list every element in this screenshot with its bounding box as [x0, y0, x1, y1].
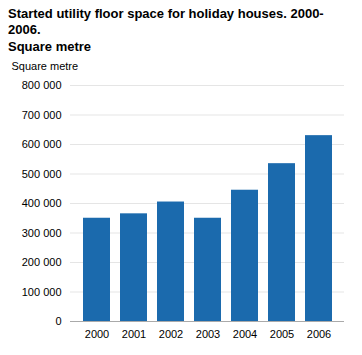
svg-text:2002: 2002	[159, 328, 183, 340]
html-text:Started utility floor space fo: Started utility floor space for holiday …	[8, 6, 324, 54]
svg-text:2006: 2006	[307, 328, 331, 340]
svg-text:2004: 2004	[233, 328, 257, 340]
svg-text:2003: 2003	[196, 328, 220, 340]
svg-text:200 000: 200 000	[22, 256, 62, 268]
svg-text:0: 0	[55, 315, 61, 327]
svg-text:800 000: 800 000	[22, 79, 62, 91]
svg-text:700 000: 700 000	[22, 108, 62, 120]
svg-text:Square metre: Square metre	[12, 60, 79, 72]
svg-text:600 000: 600 000	[22, 138, 62, 150]
svg-text:300 000: 300 000	[22, 226, 62, 238]
svg-text:2000: 2000	[85, 328, 109, 340]
svg-text:500 000: 500 000	[22, 167, 62, 179]
svg-text:400 000: 400 000	[22, 197, 62, 209]
svg-text:100 000: 100 000	[22, 285, 62, 297]
svg-text:2001: 2001	[122, 328, 146, 340]
svg-text:2005: 2005	[270, 328, 294, 340]
